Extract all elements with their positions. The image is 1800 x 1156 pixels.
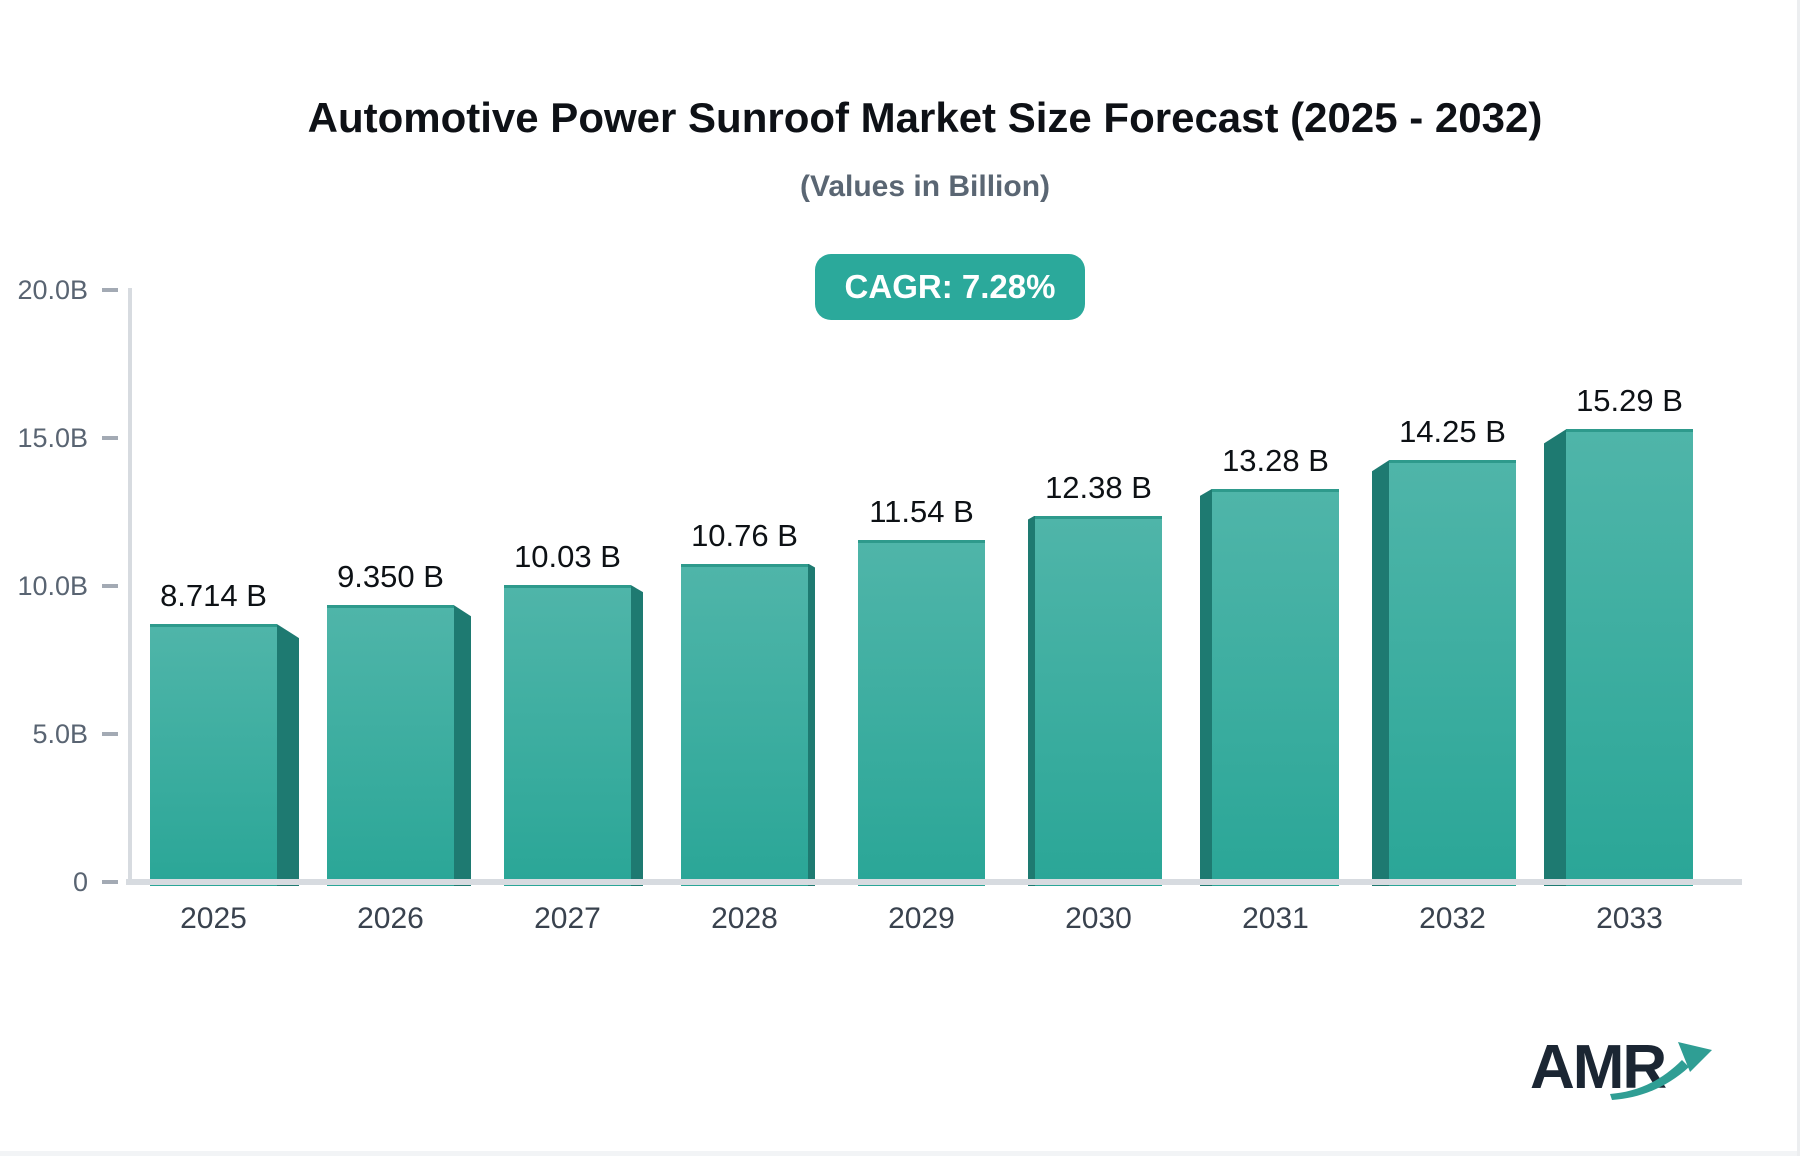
bar-2031[interactable] xyxy=(1212,488,1339,886)
bar-3d-side xyxy=(454,605,471,886)
y-axis-tick-label: 0 xyxy=(72,867,88,897)
x-axis-label-2029: 2029 xyxy=(888,902,955,935)
y-axis-line xyxy=(128,288,132,880)
bar-2030[interactable] xyxy=(1035,515,1162,886)
bar-value-label: 8.714 B xyxy=(160,578,267,614)
bar-2025[interactable] xyxy=(150,624,277,886)
bar-3d-side xyxy=(808,563,815,886)
cagr-badge: CAGR: 7.28% xyxy=(815,254,1085,320)
bar-value-label: 13.28 B xyxy=(1222,442,1329,478)
bar-2028[interactable] xyxy=(681,563,808,886)
y-axis-tick-dash xyxy=(102,732,118,736)
page-bottom-border xyxy=(0,1151,1797,1156)
y-axis-tick-label: 5.0B xyxy=(32,719,88,749)
chart-subtitle: (Values in Billion) xyxy=(799,170,1051,203)
bar-2027[interactable] xyxy=(504,585,631,886)
bar-value-label: 15.29 B xyxy=(1576,383,1683,419)
bar-value-label: 12.38 B xyxy=(1045,469,1152,505)
bar-2026[interactable] xyxy=(327,605,454,886)
x-axis-label-2031: 2031 xyxy=(1242,902,1309,935)
bar-3d-side xyxy=(1028,515,1035,886)
bar-3d-side xyxy=(277,624,299,886)
bar-2032[interactable] xyxy=(1389,460,1516,886)
bar-value-label: 9.350 B xyxy=(337,559,444,595)
x-axis-label-2028: 2028 xyxy=(711,902,778,935)
bar-value-label: 14.25 B xyxy=(1399,414,1506,450)
bar-2033[interactable] xyxy=(1566,429,1693,886)
amr-logo: AMR xyxy=(1530,1028,1760,1118)
y-axis-tick-dash xyxy=(102,436,118,440)
x-axis-label-2033: 2033 xyxy=(1596,902,1663,935)
bar-2029[interactable] xyxy=(858,540,985,886)
y-axis-tick-label: 20.0B xyxy=(17,275,88,305)
chart-title: Automotive Power Sunroof Market Size For… xyxy=(307,94,1543,141)
x-axis-line xyxy=(126,879,1742,885)
bar-3d-side xyxy=(1544,429,1566,886)
bar-3d-side xyxy=(1200,488,1212,886)
x-axis-label-2026: 2026 xyxy=(357,902,424,935)
bar-value-label: 11.54 B xyxy=(869,494,974,530)
bar-value-label: 10.03 B xyxy=(514,539,621,575)
x-axis-label-2027: 2027 xyxy=(534,902,601,935)
bar-value-label: 10.76 B xyxy=(691,517,798,553)
x-axis-label-2030: 2030 xyxy=(1065,902,1132,935)
y-axis-tick-dash xyxy=(102,288,118,292)
y-axis-tick-dash xyxy=(102,880,118,884)
bar-3d-side xyxy=(1372,460,1389,886)
y-axis-tick-label: 10.0B xyxy=(17,571,88,601)
y-axis-tick-dash xyxy=(102,584,118,588)
y-axis-tick-label: 15.0B xyxy=(17,423,88,453)
growth-arrow-icon xyxy=(1610,1042,1712,1100)
x-axis-label-2025: 2025 xyxy=(180,902,247,935)
bar-3d-side xyxy=(631,585,643,886)
x-axis-label-2032: 2032 xyxy=(1419,902,1486,935)
